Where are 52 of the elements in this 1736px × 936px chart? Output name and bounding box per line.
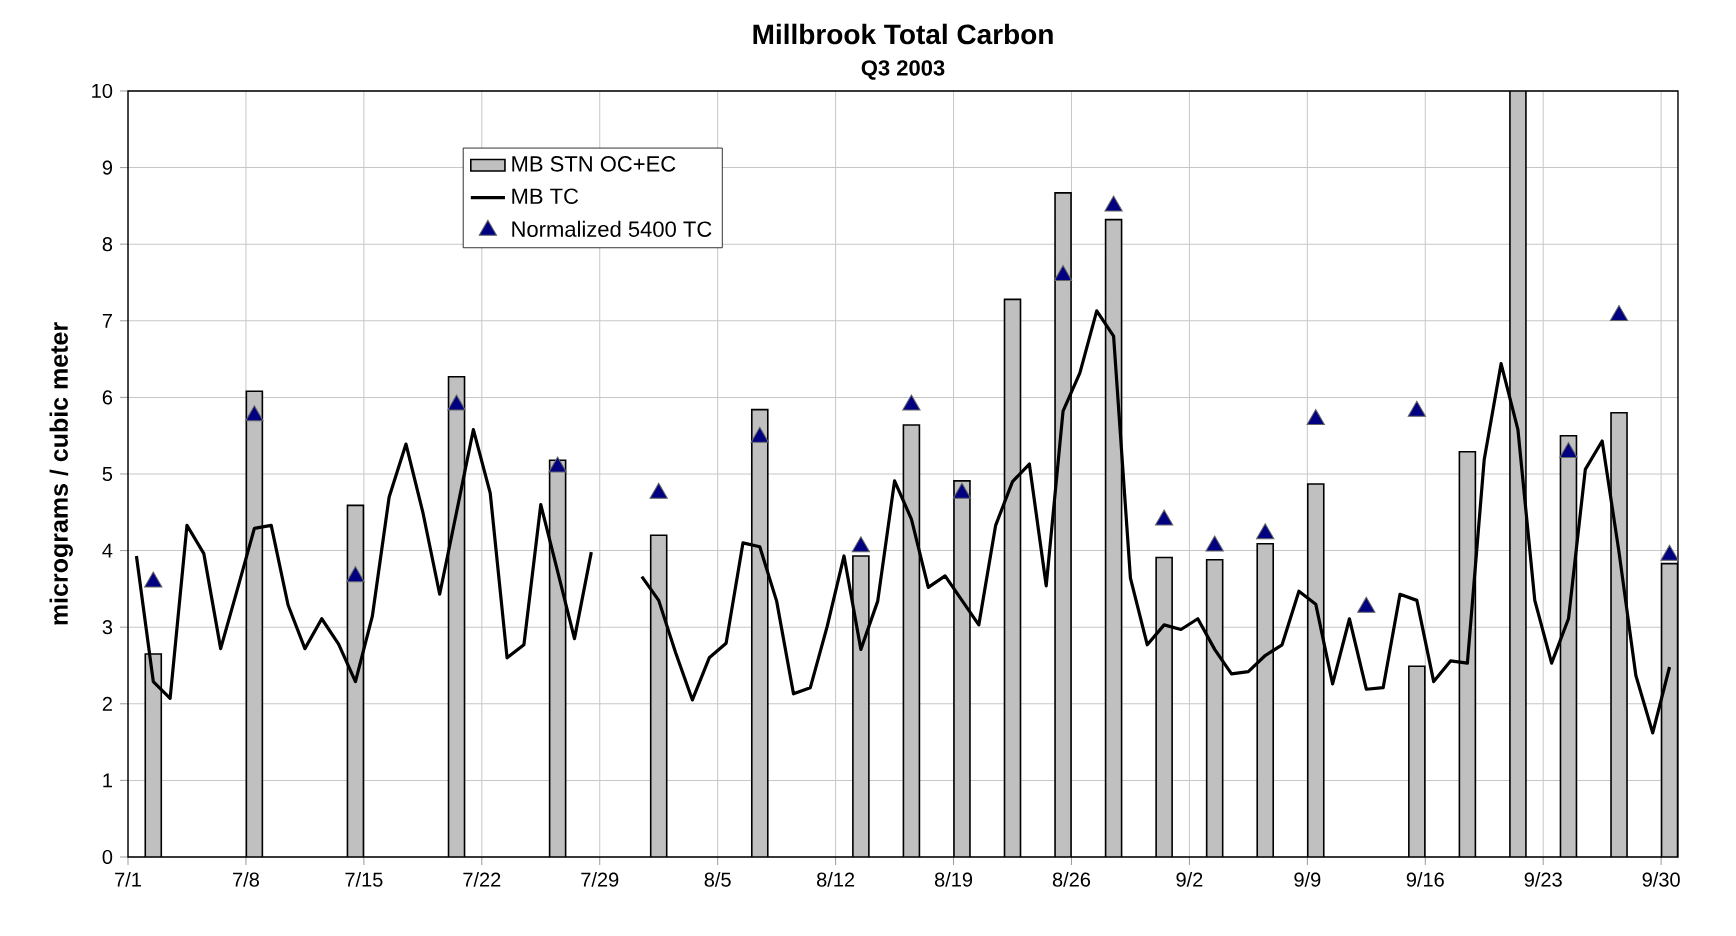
x-tick-label: 9/23 [1524,872,1562,887]
point [1407,400,1426,417]
y-axis-title: micrograms / cubic meter [49,322,73,625]
point [548,456,567,473]
chart-subtitle: Q3 2003 [861,60,945,80]
point [144,571,163,588]
y-tick-label: 8 [102,237,113,252]
point [952,482,972,499]
y-tick-label: 1 [103,773,112,788]
x-tick-label: 9/9 [1294,872,1321,887]
point [902,394,921,411]
point [851,536,871,553]
x-tick-label: 8/26 [1052,872,1091,887]
point [245,405,264,422]
point [750,426,769,443]
point [346,566,365,583]
x-tick-label: 7/1 [115,872,141,887]
y-tick-label: 4 [102,543,113,558]
x-tick-label: 8/12 [817,872,855,887]
x-tick-label: 8/19 [934,872,973,887]
x-tick-label: 7/22 [463,872,501,887]
point [1306,409,1325,426]
y-tick-label: 7 [102,313,112,328]
point [1609,304,1629,321]
point [447,394,466,411]
point [1154,509,1174,526]
y-tick-label: 10 [92,83,113,99]
x-tick-label: 9/16 [1406,872,1444,887]
y-tick-label: 5 [102,467,113,481]
chart-title: Millbrook Total Carbon [753,23,1053,45]
y-tick-label: 3 [102,620,113,635]
point [1559,442,1578,459]
point [1357,596,1376,613]
legend-label: MB STN OC+EC [512,156,676,172]
x-tick-label: 7/8 [233,872,259,887]
point [1053,265,1073,282]
x-tick-label: 9/30 [1642,872,1680,887]
y-tick-label: 9 [102,160,113,175]
x-tick-label: 7/29 [581,872,619,887]
x-tick-label: 9/2 [1176,872,1203,887]
point [1104,195,1123,212]
x-tick-label: 8/5 [704,872,731,887]
point [1256,523,1275,540]
legend-label: MB TC [512,188,579,205]
y-tick-label: 2 [102,696,112,711]
y-tick-label: 0 [102,849,113,865]
y-tick-label: 6 [102,390,113,405]
point [649,482,668,499]
point [1660,544,1679,561]
point [1205,535,1224,552]
x-tick-label: 7/15 [345,872,383,887]
legend-label: Normalized 5400 TC [512,220,712,237]
